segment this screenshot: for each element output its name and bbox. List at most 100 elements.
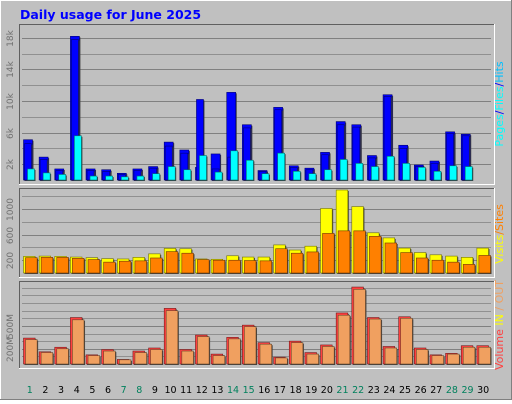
x-tick-label-day-5: 5	[89, 385, 95, 396]
bar-pages-day-27	[433, 171, 442, 181]
legend-part: Sites	[493, 204, 506, 231]
bar-sites-day-30	[478, 255, 491, 274]
x-tick-label-day-11: 11	[180, 385, 192, 396]
bar-pages-day-15	[246, 159, 254, 181]
x-tick-label-day-16: 16	[258, 385, 270, 396]
panel-hits-files-pages: 2k 6k 10k 14k 18k Pages/Files/Hits	[6, 24, 506, 185]
bar-pages-day-11	[183, 169, 192, 181]
bar-pages-day-25	[402, 163, 411, 181]
bar-sites-day-20	[322, 233, 335, 274]
y-tick-label: 2k	[6, 158, 16, 170]
legend-middle: Visits/Sites	[493, 204, 506, 264]
bar-out-day-15	[244, 326, 257, 365]
x-tick-label-day-15: 15	[243, 385, 255, 396]
bar-out-day-4	[72, 319, 85, 365]
x-tick-label-day-3: 3	[58, 385, 64, 396]
bar-out-day-10	[165, 310, 179, 365]
legend-part: /	[493, 82, 506, 86]
panel-area	[19, 24, 494, 184]
bar-pages-day-20	[324, 169, 332, 181]
x-tick-label-day-19: 19	[305, 385, 317, 396]
bar-pages-day-1	[27, 168, 35, 181]
x-tick-label-day-21: 21	[336, 385, 348, 396]
bar-out-day-25	[400, 317, 413, 365]
x-tick-label-day-2: 2	[42, 385, 48, 396]
legend-part: /	[493, 231, 506, 235]
y-tick-label: 18k	[6, 29, 16, 46]
bar-out-day-19	[306, 353, 319, 365]
x-tick-label-day-17: 17	[274, 385, 286, 396]
bar-out-day-1	[25, 339, 38, 365]
bar-pages-day-26	[418, 167, 426, 181]
bar-pages-day-18	[292, 171, 301, 181]
bar-out-day-22	[353, 289, 366, 365]
x-tick-label-day-24: 24	[383, 385, 395, 396]
bar-out-day-12	[197, 336, 210, 365]
bar-sites-day-27	[431, 259, 444, 274]
bar-pages-day-24	[386, 156, 395, 181]
legend-part: /	[493, 303, 506, 314]
bar-sites-day-11	[181, 252, 194, 274]
bar-pages-day-16	[261, 173, 270, 181]
bar-pages-day-19	[308, 173, 317, 181]
bar-sites-day-5	[87, 259, 100, 274]
x-tick-label-day-20: 20	[321, 385, 333, 396]
y-tick-label: 14k	[6, 60, 16, 77]
x-tick-label-day-30: 30	[477, 385, 489, 396]
bar-sites-day-9	[150, 257, 163, 274]
bar-out-day-27	[431, 355, 444, 365]
x-tick-label-day-14: 14	[227, 385, 239, 396]
bar-sites-day-25	[400, 252, 413, 274]
bar-out-day-17	[275, 357, 288, 365]
y-tick-label: 200	[6, 252, 16, 269]
bar-sites-day-15	[244, 260, 257, 274]
legend-top: Pages/Files/Hits	[493, 61, 506, 147]
x-tick-label-day-10: 10	[164, 385, 176, 396]
x-tick-label-day-22: 22	[352, 385, 364, 396]
bar-out-day-2	[40, 352, 54, 365]
x-tick-label-day-7: 7	[121, 385, 127, 396]
legend-part: Visits	[493, 234, 506, 263]
bar-pages-day-14	[230, 150, 239, 181]
legend-part: Hits	[493, 61, 506, 83]
y-tick-label: 500M	[6, 314, 16, 339]
x-tick-label-day-6: 6	[105, 385, 111, 396]
bar-pages-day-29	[464, 166, 473, 181]
bar-sites-day-7	[119, 260, 132, 274]
x-tick-label-day-8: 8	[136, 385, 142, 396]
bar-sites-day-22	[353, 230, 366, 274]
bar-sites-day-14	[228, 259, 241, 274]
legend-part: Volume	[493, 329, 506, 370]
y-tick-label: 1000	[6, 198, 16, 221]
x-tick-label-day-25: 25	[399, 385, 411, 396]
legend-part: /	[493, 110, 506, 114]
bar-out-day-29	[462, 346, 476, 365]
x-tick-label-day-4: 4	[74, 385, 80, 396]
bar-out-day-28	[447, 353, 460, 365]
y-tick-label: 10k	[6, 92, 16, 109]
x-tick-label-day-13: 13	[211, 385, 223, 396]
bar-pages-day-5	[89, 175, 98, 181]
y-tick-label: 6k	[6, 127, 16, 139]
bar-out-day-6	[103, 350, 116, 365]
bar-sites-day-1	[25, 257, 38, 274]
legend-part: Pages	[493, 114, 506, 147]
bar-sites-day-6	[103, 261, 116, 274]
bar-sites-day-3	[56, 257, 69, 274]
bar-pages-day-9	[152, 173, 160, 181]
bar-sites-day-24	[384, 242, 398, 274]
bar-out-day-30	[478, 346, 491, 365]
bar-pages-day-8	[136, 175, 145, 181]
bar-pages-day-21	[339, 159, 348, 181]
chart-title: Daily usage for June 2025	[20, 7, 201, 22]
bar-sites-day-8	[134, 260, 147, 274]
bar-pages-day-23	[371, 166, 379, 181]
x-tick-label-day-26: 26	[415, 385, 427, 396]
bar-sites-day-17	[275, 248, 288, 274]
bar-pages-day-10	[167, 166, 176, 181]
bar-pages-day-28	[449, 165, 457, 181]
x-tick-label-day-9: 9	[152, 385, 158, 396]
bar-sites-day-4	[72, 258, 85, 274]
bar-out-day-18	[290, 342, 304, 365]
